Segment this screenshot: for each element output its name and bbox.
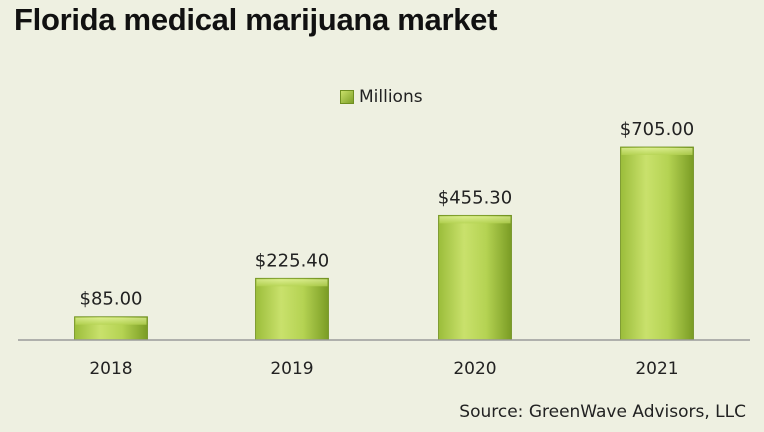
bar-2019 — [255, 277, 329, 341]
bar-2020 — [438, 214, 512, 341]
legend-label: Millions — [359, 87, 423, 107]
bar-2021 — [620, 146, 694, 341]
data-label-2019: $225.40 — [255, 250, 329, 271]
legend-swatch — [340, 90, 354, 104]
x-tick-label-2018: 2018 — [89, 359, 132, 379]
bar-2018 — [74, 316, 148, 341]
chart-title: Florida medical marijuana market — [14, 2, 498, 37]
legend: Millions — [340, 87, 423, 107]
data-label-2020: $455.30 — [438, 187, 512, 208]
data-label-2021: $705.00 — [620, 119, 694, 140]
data-label-2018: $85.00 — [80, 289, 143, 310]
x-tick-label-2020: 2020 — [453, 359, 496, 379]
source-note: Source: GreenWave Advisors, LLC — [459, 402, 746, 422]
x-tick-label-2021: 2021 — [635, 359, 678, 379]
x-tick-label-2019: 2019 — [270, 359, 313, 379]
